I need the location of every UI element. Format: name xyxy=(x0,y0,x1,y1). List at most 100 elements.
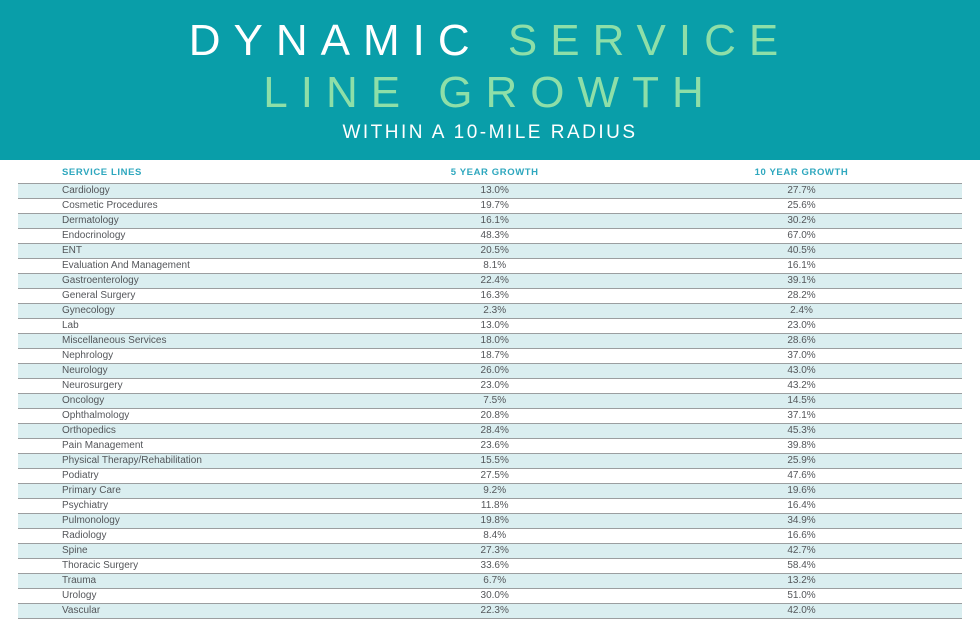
growth-table-container: SERVICE LINES 5 YEAR GROWTH 10 YEAR GROW… xyxy=(18,162,962,619)
ten-year-growth-cell: 34.9% xyxy=(787,514,816,526)
service-line-cell: Neurology xyxy=(62,364,108,376)
five-year-growth-cell: 23.6% xyxy=(480,439,509,451)
five-year-growth-cell: 30.0% xyxy=(480,589,509,601)
table-header-row: SERVICE LINES 5 YEAR GROWTH 10 YEAR GROW… xyxy=(18,162,962,183)
five-year-growth-cell: 33.6% xyxy=(480,559,509,571)
table-row: General Surgery 16.3% 28.2% xyxy=(18,288,962,303)
ten-year-growth-cell: 23.0% xyxy=(787,319,816,331)
table-row: Oncology 7.5% 14.5% xyxy=(18,393,962,408)
table-row: Neurology 26.0% 43.0% xyxy=(18,363,962,378)
ten-year-growth-cell: 16.6% xyxy=(787,529,816,541)
service-line-cell: Cardiology xyxy=(62,184,110,196)
service-line-cell: Miscellaneous Services xyxy=(62,334,167,346)
table-row: ENT 20.5% 40.5% xyxy=(18,243,962,258)
ten-year-growth-cell: 16.1% xyxy=(787,259,816,271)
service-line-cell: Evaluation And Management xyxy=(62,259,190,271)
table-row: Miscellaneous Services 18.0% 28.6% xyxy=(18,333,962,348)
table-row: Gastroenterology 22.4% 39.1% xyxy=(18,273,962,288)
table-row: Physical Therapy/Rehabilitation 15.5% 25.9… xyxy=(18,453,962,468)
five-year-growth-cell: 19.7% xyxy=(480,199,509,211)
table-row: Lab 13.0% 23.0% xyxy=(18,318,962,333)
service-line-cell: Pulmonology xyxy=(62,514,120,526)
page-title-line2: LINE GROWTH xyxy=(263,68,717,117)
five-year-growth-cell: 19.8% xyxy=(480,514,509,526)
table-row: Trauma 6.7% 13.2% xyxy=(18,573,962,588)
service-line-cell: ENT xyxy=(62,244,82,256)
ten-year-growth-cell: 42.7% xyxy=(787,544,816,556)
ten-year-growth-cell: 39.1% xyxy=(787,274,816,286)
five-year-growth-cell: 2.3% xyxy=(483,304,507,316)
table-row: Ophthalmology 20.8% 37.1% xyxy=(18,408,962,423)
ten-year-growth-cell: 19.6% xyxy=(787,484,816,496)
service-line-cell: Podiatry xyxy=(62,469,99,481)
service-line-cell: Gynecology xyxy=(62,304,115,316)
ten-year-growth-cell: 42.0% xyxy=(787,604,816,616)
table-row: Gynecology 2.3% 2.4% xyxy=(18,303,962,318)
five-year-growth-cell: 16.3% xyxy=(480,289,509,301)
ten-year-growth-cell: 43.0% xyxy=(787,364,816,376)
page-subtitle: WITHIN A 10-MILE RADIUS xyxy=(342,122,638,143)
service-line-cell: Physical Therapy/Rehabilitation xyxy=(62,454,202,466)
column-header-service-lines: SERVICE LINES xyxy=(62,166,142,178)
table-row: Dermatology 16.1% 30.2% xyxy=(18,213,962,228)
service-line-cell: Neurosurgery xyxy=(62,379,123,391)
five-year-growth-cell: 16.1% xyxy=(480,214,509,226)
service-line-cell: Gastroenterology xyxy=(62,274,139,286)
table-row: Pain Management 23.6% 39.8% xyxy=(18,438,962,453)
ten-year-growth-cell: 30.2% xyxy=(787,214,816,226)
service-line-cell: Spine xyxy=(62,544,88,556)
table-row: Psychiatry 11.8% 16.4% xyxy=(18,498,962,513)
ten-year-growth-cell: 2.4% xyxy=(790,304,813,316)
service-line-cell: Nephrology xyxy=(62,349,114,361)
service-line-cell: Oncology xyxy=(62,394,105,406)
table-row: Cosmetic Procedures 19.7% 25.6% xyxy=(18,198,962,213)
ten-year-growth-cell: 28.6% xyxy=(787,334,816,346)
page-title-line1: DYNAMIC SERVICE xyxy=(0,0,980,67)
service-line-cell: Dermatology xyxy=(62,214,119,226)
ten-year-growth-cell: 13.2% xyxy=(787,574,816,586)
five-year-growth-cell: 11.8% xyxy=(480,499,509,511)
table-row: Nephrology 18.7% 37.0% xyxy=(18,348,962,363)
growth-table: SERVICE LINES 5 YEAR GROWTH 10 YEAR GROW… xyxy=(18,162,962,619)
service-line-cell: Pain Management xyxy=(62,439,144,451)
table-body: Cardiology 13.0% 27.7% Cosmetic Procedures 1… xyxy=(18,183,962,618)
table-row: Podiatry 27.5% 47.6% xyxy=(18,468,962,483)
table-row: Neurosurgery 23.0% 43.2% xyxy=(18,378,962,393)
ten-year-growth-cell: 51.0% xyxy=(787,589,816,601)
ten-year-growth-cell: 58.4% xyxy=(787,559,816,571)
five-year-growth-cell: 18.0% xyxy=(480,334,509,346)
service-line-cell: Ophthalmology xyxy=(62,409,130,421)
five-year-growth-cell: 20.5% xyxy=(480,244,509,256)
ten-year-growth-cell: 28.2% xyxy=(787,289,816,301)
title-word-dynamic: DYNAMIC xyxy=(188,16,483,65)
table-row: Evaluation And Management 8.1% 16.1% xyxy=(18,258,962,273)
ten-year-growth-cell: 37.1% xyxy=(787,409,816,421)
ten-year-growth-cell: 25.6% xyxy=(787,199,816,211)
five-year-growth-cell: 27.5% xyxy=(480,469,509,481)
five-year-growth-cell: 8.4% xyxy=(483,529,507,541)
ten-year-growth-cell: 27.7% xyxy=(787,184,816,196)
five-year-growth-cell: 9.2% xyxy=(483,484,507,496)
five-year-growth-cell: 8.1% xyxy=(483,259,507,271)
five-year-growth-cell: 13.0% xyxy=(480,319,509,331)
title-word-service: SERVICE xyxy=(507,16,792,65)
service-line-cell: Orthopedics xyxy=(62,424,116,436)
table-row: Vascular 22.3% 42.0% xyxy=(18,603,962,618)
table-row: Orthopedics 28.4% 45.3% xyxy=(18,423,962,438)
table-row: Endocrinology 48.3% 67.0% xyxy=(18,228,962,243)
table-row: Cardiology 13.0% 27.7% xyxy=(18,183,962,198)
ten-year-growth-cell: 67.0% xyxy=(787,229,816,241)
service-line-cell: Radiology xyxy=(62,529,107,541)
ten-year-growth-cell: 14.5% xyxy=(787,394,816,406)
service-line-cell: Endocrinology xyxy=(62,229,126,241)
ten-year-growth-cell: 37.0% xyxy=(787,349,816,361)
table-row: Pulmonology 19.8% 34.9% xyxy=(18,513,962,528)
five-year-growth-cell: 13.0% xyxy=(480,184,509,196)
ten-year-growth-cell: 43.2% xyxy=(787,379,816,391)
five-year-growth-cell: 18.7% xyxy=(480,349,509,361)
table-row: Primary Care 9.2% 19.6% xyxy=(18,483,962,498)
ten-year-growth-cell: 45.3% xyxy=(787,424,816,436)
five-year-growth-cell: 28.4% xyxy=(480,424,509,436)
service-line-cell: Psychiatry xyxy=(62,499,109,511)
service-line-cell: Trauma xyxy=(62,574,97,586)
